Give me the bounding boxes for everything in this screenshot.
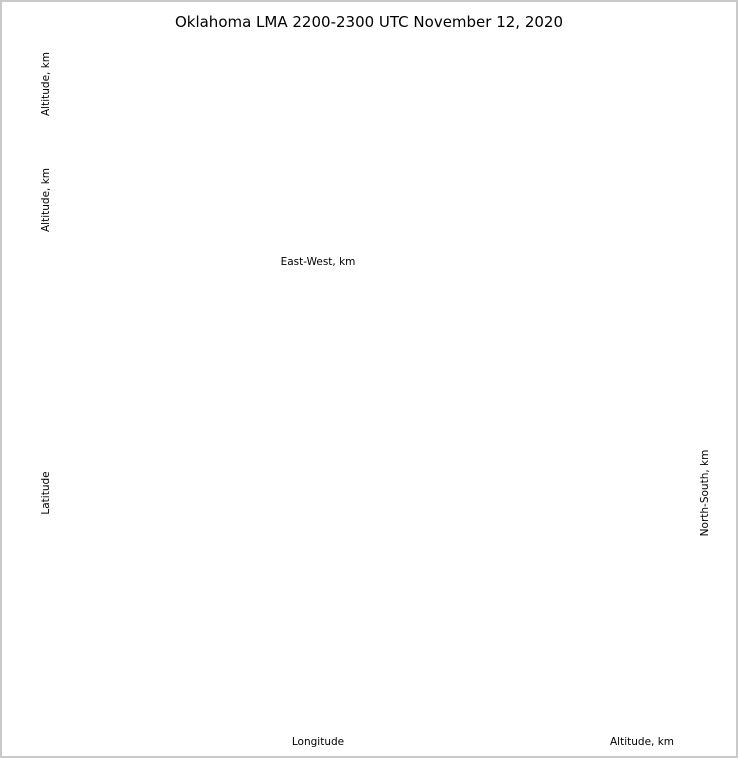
ew-height-plot	[77, 157, 559, 244]
time-height-plot	[77, 42, 714, 127]
panel-time-height	[77, 42, 714, 127]
ylabel-ew-height: Altitude, km	[40, 167, 52, 233]
histogram-plot	[596, 157, 688, 244]
panel-ns-height	[596, 272, 688, 714]
ylabel-time-height: Altitude, km	[40, 51, 52, 117]
ns-height-plot	[596, 272, 688, 714]
panel-histogram	[596, 157, 688, 244]
panel-map	[77, 272, 559, 714]
ylabel-ns-height: North-South, km	[699, 449, 711, 537]
map-plot	[77, 272, 559, 714]
xlabel-map: Longitude	[291, 736, 345, 748]
plot-title: Oklahoma LMA 2200-2300 UTC November 12, …	[174, 13, 564, 31]
ylabel-map: Latitude	[40, 471, 52, 515]
panel-ew-height	[77, 157, 559, 244]
xlabel-ew-height: East-West, km	[280, 256, 356, 268]
xlabel-ns-height: Altitude, km	[609, 736, 675, 748]
